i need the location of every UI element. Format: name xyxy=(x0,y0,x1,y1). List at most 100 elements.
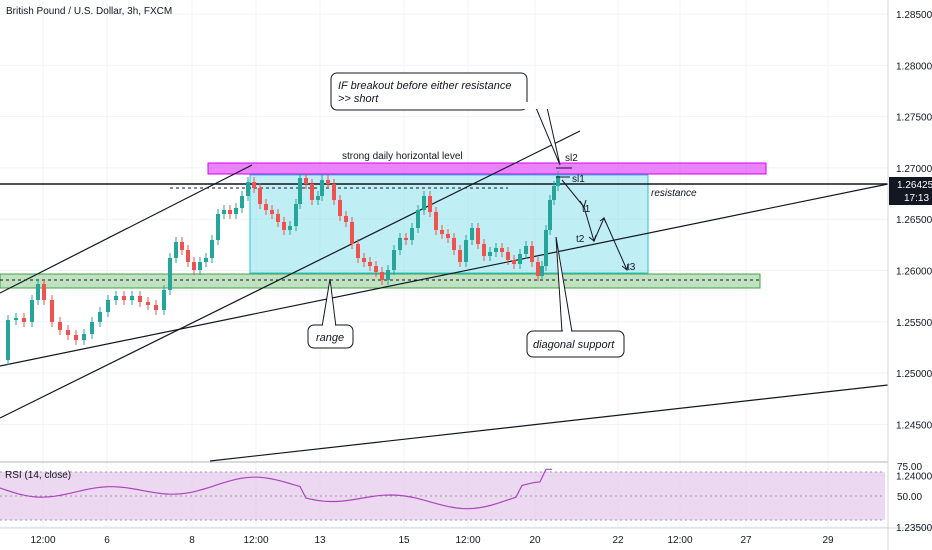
candle-body xyxy=(488,252,492,256)
chart-title[interactable]: British Pound / U.S. Dollar, 3h, FXCM xyxy=(6,6,172,17)
price-tick-label: 1.24000 xyxy=(896,472,932,483)
candle-body xyxy=(446,234,450,238)
candle-body xyxy=(470,228,474,240)
candle-body xyxy=(428,196,432,212)
candle-body xyxy=(368,262,372,266)
candle-countdown: 17:13 xyxy=(904,193,929,204)
candle-body xyxy=(168,258,172,290)
candle-body xyxy=(410,228,414,240)
resistance-label[interactable]: resistance xyxy=(651,188,697,199)
price-candles[interactable] xyxy=(6,171,560,365)
candle-body xyxy=(500,248,504,252)
candle-body xyxy=(114,296,118,300)
sl1-label[interactable]: sl1 xyxy=(572,174,585,185)
candle-body xyxy=(122,296,126,300)
candle-body xyxy=(338,200,342,216)
time-tick-label: 15 xyxy=(398,535,410,546)
candle-body xyxy=(422,196,426,210)
price-tick-label: 1.27500 xyxy=(896,113,932,124)
candle-body xyxy=(452,238,456,250)
candle-body xyxy=(556,176,560,186)
diagonal-support-callout[interactable]: diagonal support xyxy=(526,236,625,358)
candle-body xyxy=(392,250,396,270)
candle-body xyxy=(380,272,384,280)
price-tick-label: 1.27000 xyxy=(896,164,932,175)
breakout-callout[interactable]: IF breakout before either resistance >> … xyxy=(330,72,561,166)
t2-label[interactable]: t2 xyxy=(576,234,585,245)
t1-label[interactable]: t1 xyxy=(582,204,591,215)
candle-body xyxy=(204,258,208,262)
range-label: range xyxy=(316,332,344,344)
candle-body xyxy=(234,208,238,214)
rsi-label[interactable]: RSI (14, close) xyxy=(5,470,71,481)
candle-body xyxy=(138,296,142,302)
candle-body xyxy=(350,222,354,244)
candle-body xyxy=(210,240,214,258)
resistance-zone[interactable] xyxy=(207,162,767,175)
candle-body xyxy=(36,284,40,300)
candle-body xyxy=(222,210,226,214)
candle-body xyxy=(264,204,268,210)
candle-body xyxy=(288,226,292,230)
candle-body xyxy=(540,266,544,276)
candle-body xyxy=(98,312,102,322)
candle-body xyxy=(130,296,134,300)
rsi-line[interactable] xyxy=(0,468,552,510)
time-tick-label: 8 xyxy=(189,535,195,546)
candle-body xyxy=(298,178,302,204)
candle-body xyxy=(530,246,534,262)
candle-body xyxy=(386,270,390,280)
candle-body xyxy=(316,196,320,200)
sl2-label[interactable]: sl2 xyxy=(565,153,578,164)
current-price-tag[interactable]: 1.26425 17:13 xyxy=(889,177,932,205)
range-callout[interactable]: range xyxy=(307,278,354,349)
trend-lines[interactable] xyxy=(0,130,889,462)
candle-body xyxy=(180,242,184,250)
candle-body xyxy=(258,188,262,204)
candle-body xyxy=(548,200,552,230)
candle-body xyxy=(320,180,324,196)
candle-body xyxy=(90,322,94,334)
candle-body xyxy=(252,182,256,188)
long-term-trend-line[interactable] xyxy=(209,384,889,462)
candle-body xyxy=(434,212,438,230)
price-tick-label: 1.24500 xyxy=(896,420,932,431)
candle-body xyxy=(276,214,280,222)
price-axis[interactable]: 1.28500 1.28000 1.27500 1.27000 1.26500 1.260… xyxy=(896,10,932,534)
price-tick-label: 1.25000 xyxy=(896,369,932,380)
rising-trend-line[interactable] xyxy=(0,130,581,419)
time-tick-label: 12:00 xyxy=(667,535,692,546)
rsi-axis[interactable]: 75.00 50.00 xyxy=(897,462,922,503)
time-tick-label: 6 xyxy=(104,535,110,546)
candle-body xyxy=(476,228,480,244)
rsi-band xyxy=(0,472,885,520)
candle-body xyxy=(66,330,70,335)
t3-label[interactable]: t3 xyxy=(627,262,636,273)
diagonal-support-line[interactable] xyxy=(0,183,889,367)
candle-body xyxy=(362,258,366,262)
upper-channel-line[interactable] xyxy=(0,164,253,294)
candle-body xyxy=(494,248,498,252)
candle-body xyxy=(440,230,444,234)
callout-line-2: >> short xyxy=(338,93,379,105)
candle-body xyxy=(186,250,190,262)
time-axis[interactable]: 12:00 6 8 12:00 13 15 12:00 20 22 12:00 27 29 xyxy=(30,535,834,546)
candle-body xyxy=(310,184,314,200)
range-box[interactable] xyxy=(249,174,649,274)
diagonal-support-label: diagonal support xyxy=(533,339,615,351)
candle-body xyxy=(198,262,202,270)
rsi-tick-label: 75.00 xyxy=(897,462,922,473)
candle-body xyxy=(82,334,86,340)
candle-body xyxy=(174,242,178,258)
candle-body xyxy=(192,262,196,270)
candle-body xyxy=(42,284,46,300)
candle-body xyxy=(22,318,26,322)
time-tick-label: 29 xyxy=(822,535,834,546)
candle-body xyxy=(228,210,232,214)
candle-body xyxy=(30,300,34,322)
strong-level-label[interactable]: strong daily horizontal level xyxy=(342,151,463,162)
candle-body xyxy=(524,246,528,254)
candle-body xyxy=(304,178,308,184)
candle-body xyxy=(344,216,348,222)
